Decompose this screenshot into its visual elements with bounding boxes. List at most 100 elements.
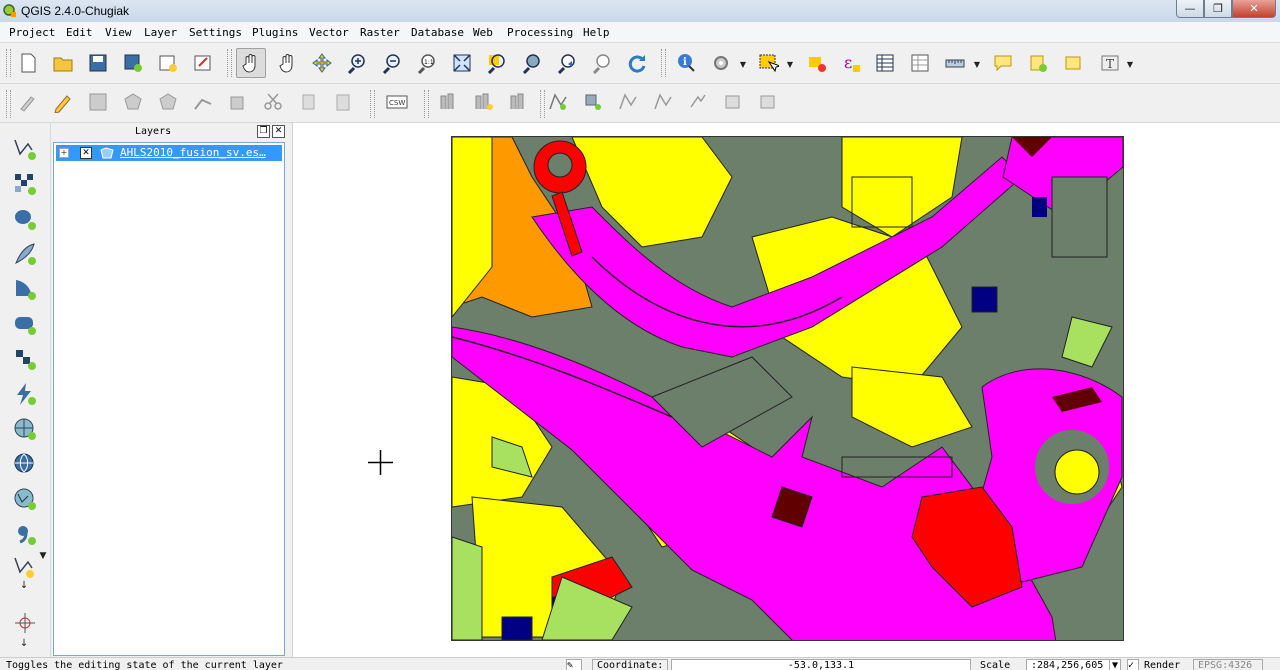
paste-features-button[interactable] — [330, 89, 356, 115]
new-shapefile-button[interactable] — [10, 553, 40, 581]
map-canvas[interactable] — [292, 123, 1280, 657]
toolbar-grip[interactable] — [6, 49, 11, 77]
expand-icon[interactable]: + — [59, 148, 69, 158]
add-oracle-layer-button[interactable] — [10, 310, 40, 338]
menu-help[interactable]: Help — [583, 26, 610, 39]
toolbar-grip[interactable] — [370, 90, 375, 118]
save-as-button[interactable] — [120, 50, 146, 76]
pan-map-button[interactable] — [236, 48, 266, 78]
coordinate-field[interactable]: -53.0,133.1 — [671, 659, 971, 670]
zoom-next-button[interactable] — [589, 50, 615, 76]
crs-button[interactable]: EPSG:4326 — [1193, 659, 1263, 670]
layer-tree[interactable]: + ✕ AHLS2010_fusion_sv.es… — [53, 142, 285, 656]
add-delimited-text-button[interactable] — [10, 520, 40, 548]
menu-view[interactable]: View — [105, 26, 132, 39]
advanced-digitize-1-button[interactable] — [545, 89, 571, 115]
toolbar-grip[interactable] — [661, 49, 666, 77]
layer-item[interactable]: + ✕ AHLS2010_fusion_sv.es… — [56, 145, 282, 161]
new-print-composer-button[interactable] — [155, 50, 181, 76]
menu-vector[interactable]: Vector — [309, 26, 349, 39]
toolbar-grip[interactable] — [6, 90, 11, 118]
digitize-tool-1-button[interactable] — [436, 89, 462, 115]
refresh-button[interactable] — [624, 50, 650, 76]
field-calculator-button[interactable] — [907, 50, 933, 76]
menu-settings[interactable]: Settings — [189, 26, 242, 39]
toolbar-overflow-button-2[interactable]: ↓ — [20, 638, 28, 649]
digitize-tool-2-button[interactable] — [471, 89, 497, 115]
select-dropdown[interactable]: ▼ — [786, 59, 794, 69]
advanced-digitize-6-button[interactable] — [720, 89, 746, 115]
zoom-out-button[interactable] — [379, 50, 405, 76]
scale-dropdown[interactable]: ▼ — [1109, 659, 1121, 670]
menu-plugins[interactable]: Plugins — [252, 26, 299, 39]
menu-web[interactable]: Web — [473, 26, 493, 39]
identify-button[interactable]: i — [673, 50, 699, 76]
add-wcs-layer-button[interactable] — [10, 415, 40, 443]
new-bookmark-button[interactable] — [1025, 50, 1051, 76]
undock-panel-button[interactable]: ❐ — [257, 125, 270, 138]
advanced-digitize-7-button[interactable] — [755, 89, 781, 115]
annotation-dropdown[interactable]: ▼ — [1126, 59, 1134, 69]
toolbar-overflow-button[interactable]: ↓ — [20, 580, 28, 591]
minimize-button[interactable]: — — [1176, 0, 1204, 18]
delete-selected-button[interactable] — [225, 89, 251, 115]
map-tips-button[interactable] — [990, 50, 1016, 76]
close-panel-button[interactable]: ✕ — [272, 125, 285, 138]
add-raster-layer-button[interactable] — [10, 170, 40, 198]
composer-manager-button[interactable] — [190, 50, 216, 76]
menu-layer[interactable]: Layer — [144, 26, 178, 39]
advanced-digitize-5-button[interactable] — [685, 89, 711, 115]
maximize-button[interactable]: ❐ — [1204, 0, 1232, 18]
pan-button[interactable] — [275, 50, 301, 76]
menu-raster[interactable]: Raster — [360, 26, 400, 39]
measure-button[interactable] — [942, 50, 968, 76]
add-spatialite-layer-button[interactable] — [10, 240, 40, 268]
action-dropdown[interactable]: ▼ — [739, 59, 747, 69]
panel-splitter[interactable] — [287, 123, 291, 656]
deselect-button[interactable] — [804, 50, 830, 76]
toggle-editing-button[interactable] — [50, 89, 76, 115]
add-wfs2-layer-button[interactable] — [10, 485, 40, 513]
zoom-to-layer-button[interactable] — [519, 50, 545, 76]
add-feature-button[interactable] — [120, 89, 146, 115]
save-edits-button[interactable] — [85, 89, 111, 115]
text-annotation-button[interactable]: T — [1097, 50, 1123, 76]
save-project-button[interactable] — [85, 50, 111, 76]
messages-button[interactable]: ✎ — [566, 659, 582, 670]
node-tool-button[interactable] — [190, 89, 216, 115]
expression-select-button[interactable]: ε — [838, 50, 864, 76]
zoom-to-selection-button[interactable] — [484, 50, 510, 76]
measure-dropdown[interactable]: ▼ — [973, 59, 981, 69]
attribute-table-button[interactable] — [872, 50, 898, 76]
advanced-digitize-3-button[interactable] — [615, 89, 641, 115]
add-wms-layer-button[interactable] — [10, 380, 40, 408]
open-project-button[interactable] — [50, 50, 76, 76]
current-edits-button[interactable] — [15, 89, 41, 115]
add-wfs-layer-button[interactable] — [10, 450, 40, 478]
new-layer-dropdown[interactable]: ▼ — [39, 551, 47, 561]
render-checkbox[interactable]: ✓ — [1127, 659, 1139, 670]
zoom-full-button[interactable] — [449, 50, 475, 76]
move-feature-button[interactable] — [155, 89, 181, 115]
zoom-last-button[interactable] — [554, 50, 580, 76]
menu-processing[interactable]: Processing — [507, 26, 574, 39]
show-bookmarks-button[interactable] — [1060, 50, 1086, 76]
toolbar-grip[interactable] — [227, 49, 232, 77]
add-vector-layer-button[interactable] — [10, 135, 40, 163]
menu-project[interactable]: Project — [9, 26, 56, 39]
toolbar-grip[interactable] — [540, 90, 545, 118]
advanced-digitize-2-button[interactable] — [580, 89, 606, 115]
copy-features-button[interactable] — [295, 89, 321, 115]
advanced-digitize-4-button[interactable] — [650, 89, 676, 115]
close-button[interactable]: ✕ — [1232, 0, 1276, 18]
scale-combo[interactable]: :284,256,605 — [1026, 659, 1112, 670]
add-gps-button[interactable] — [10, 609, 40, 637]
metasearch-button[interactable]: CSW — [384, 89, 410, 115]
cut-features-button[interactable] — [260, 89, 286, 115]
menu-edit[interactable]: Edit — [66, 26, 93, 39]
layer-visibility-checkbox[interactable]: ✕ — [80, 147, 92, 159]
add-mssql-layer-button[interactable] — [10, 275, 40, 303]
map-layer-render[interactable] — [451, 136, 1124, 641]
digitize-tool-3-button[interactable] — [506, 89, 532, 115]
zoom-native-button[interactable]: 1:1 — [414, 50, 440, 76]
